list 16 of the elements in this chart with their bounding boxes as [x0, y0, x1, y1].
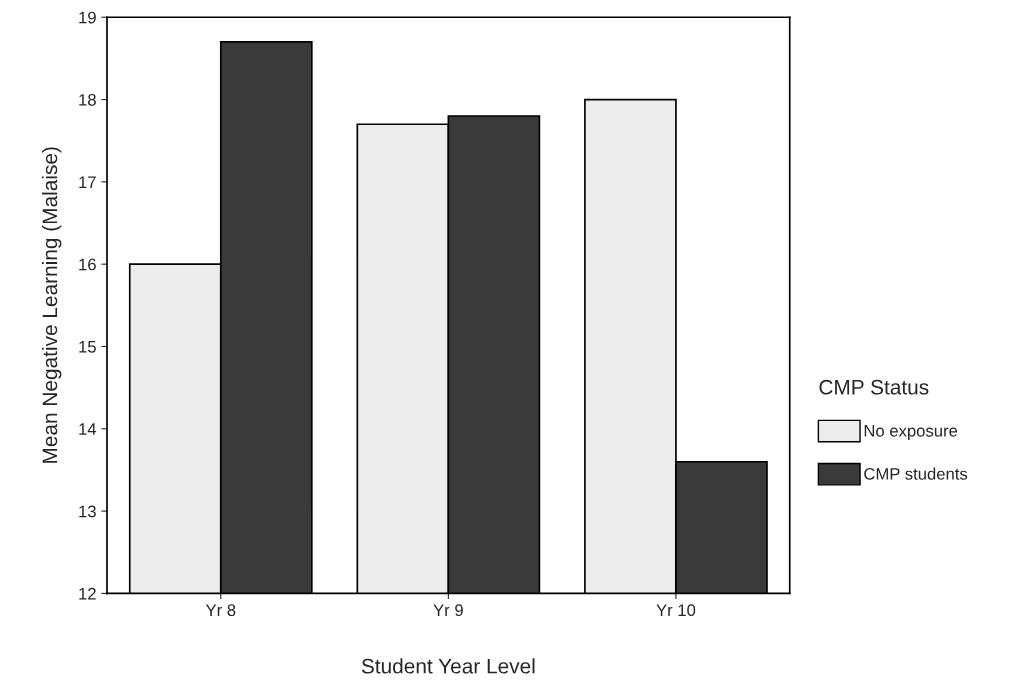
x-tick-label: Yr 9	[433, 604, 463, 617]
y-tick-label: 16	[79, 258, 96, 271]
y-tick-label: 13	[79, 505, 96, 518]
legend-label: No exposure	[864, 425, 958, 440]
y-tick-label: 18	[79, 93, 96, 106]
y-axis-title: Mean Negative Learning (Malaise)	[41, 147, 62, 463]
legend-label: CMP students	[864, 467, 968, 480]
x-tick-label: Yr 10	[656, 604, 696, 617]
y-tick-label: 17	[79, 176, 96, 188]
x-axis-title: Student Year Level	[361, 658, 535, 674]
x-tick-label: Yr 8	[205, 604, 236, 617]
y-tick-label: 19	[79, 11, 96, 24]
y-tick-label: 12	[79, 587, 96, 600]
legend-title: CMP Status	[819, 379, 929, 395]
y-tick-label: 14	[79, 423, 97, 435]
y-tick-label: 15	[79, 341, 96, 353]
